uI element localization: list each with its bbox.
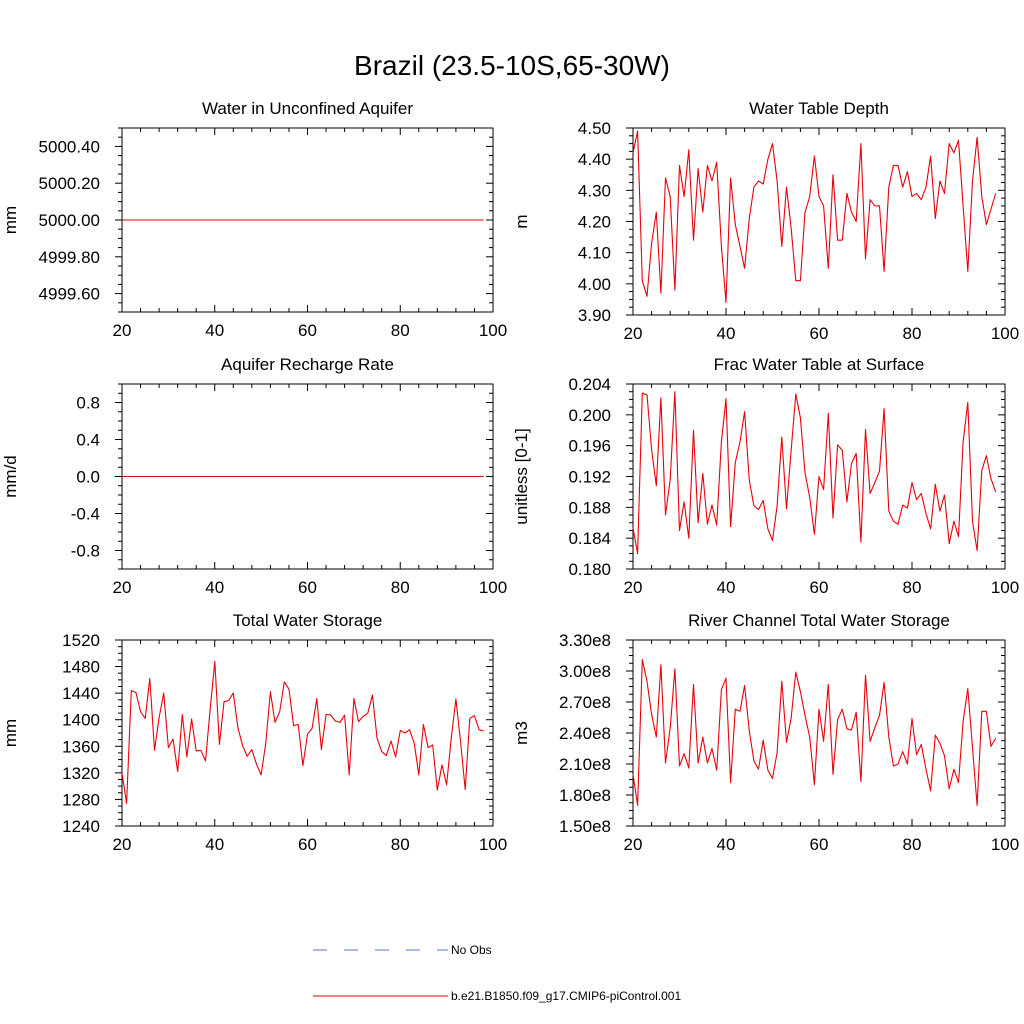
y-tick-label: 0.196 <box>568 437 611 456</box>
series-line-1 <box>632 659 997 806</box>
x-tick-label: 20 <box>624 835 643 854</box>
y-tick-label: 0.184 <box>568 529 611 548</box>
x-tick-label: 100 <box>479 578 507 597</box>
y-axis-label: mm/d <box>1 455 20 498</box>
panel-title: Water Table Depth <box>749 99 889 118</box>
y-tick-label: 5000.40 <box>39 137 100 156</box>
y-tick-label: 3.30e8 <box>559 631 611 650</box>
y-axis-label: mm <box>1 206 20 234</box>
y-axis-label: unitless [0-1] <box>512 428 531 524</box>
y-tick-label: 2.10e8 <box>559 755 611 774</box>
x-tick-label: 40 <box>717 835 736 854</box>
y-tick-label: 4999.80 <box>39 248 100 267</box>
x-tick-label: 40 <box>205 321 224 340</box>
chart-panel-1: Water in Unconfined Aquifer mm 20 40 60 80 100… <box>1 99 507 340</box>
x-tick-label: 20 <box>113 835 132 854</box>
x-tick-label: 60 <box>810 835 829 854</box>
y-axis-label: m3 <box>512 721 531 745</box>
y-tick-label: 1320 <box>62 764 100 783</box>
x-tick-label: 60 <box>298 578 317 597</box>
x-tick-label: 60 <box>298 321 317 340</box>
y-tick-label: 4.30 <box>578 181 611 200</box>
y-tick-label: 0.8 <box>76 394 100 413</box>
x-tick-label: 100 <box>991 835 1019 854</box>
legend-label: No Obs <box>451 943 492 957</box>
series-line-1 <box>632 391 997 555</box>
x-tick-label: 80 <box>391 321 410 340</box>
panel-title: Water in Unconfined Aquifer <box>202 99 413 118</box>
y-tick-label: 4.40 <box>578 150 611 169</box>
x-tick-label: 80 <box>391 835 410 854</box>
chart-panel-3: Aquifer Recharge Rate mm/d 20 40 60 80 100 -0.8… <box>1 355 507 597</box>
x-tick-label: 100 <box>479 321 507 340</box>
legend-label: b.e21.B1850.f09_g17.CMIP6-piControl.001 <box>451 989 681 1003</box>
y-tick-label: 0.192 <box>568 468 611 487</box>
panel-title: Total Water Storage <box>233 611 383 630</box>
series-line-1 <box>632 130 997 304</box>
panel-title: Frac Water Table at Surface <box>714 355 925 374</box>
x-tick-label: 60 <box>810 578 829 597</box>
x-tick-label: 60 <box>298 835 317 854</box>
y-tick-label: 1400 <box>62 711 100 730</box>
y-tick-label: 5000.20 <box>39 174 100 193</box>
y-tick-label: 1280 <box>62 790 100 809</box>
y-tick-label: 1480 <box>62 658 100 677</box>
y-tick-label: 4.50 <box>578 119 611 138</box>
chart-panel-6: River Channel Total Water Storage m3 20 40 6… <box>512 611 1019 854</box>
y-tick-label: -0.4 <box>71 505 100 524</box>
series-line-1 <box>121 660 484 804</box>
y-tick-label: 4.10 <box>578 244 611 263</box>
x-tick-label: 40 <box>717 578 736 597</box>
x-tick-label: 100 <box>991 324 1019 343</box>
y-tick-label: 1.50e8 <box>559 817 611 836</box>
y-tick-label: 3.90 <box>578 306 611 325</box>
y-tick-label: 2.40e8 <box>559 724 611 743</box>
x-tick-label: 40 <box>717 324 736 343</box>
y-tick-label: 3.00e8 <box>559 662 611 681</box>
x-tick-label: 40 <box>205 578 224 597</box>
plot-frame <box>632 639 1006 827</box>
chart-panel-2: Water Table Depth m 20 40 60 80 100 3.90 4.00 4.1… <box>512 99 1019 343</box>
legend-entry-2: b.e21.B1850.f09_g17.CMIP6-piControl.001 <box>313 989 681 1003</box>
y-tick-label: 0.180 <box>568 560 611 579</box>
x-tick-label: 80 <box>391 578 410 597</box>
y-tick-label: 0.4 <box>76 431 100 450</box>
legend-entry-1: No Obs <box>313 943 492 957</box>
x-tick-label: 80 <box>903 324 922 343</box>
x-tick-label: 20 <box>113 321 132 340</box>
y-tick-label: 0.200 <box>568 406 611 425</box>
y-tick-label: 2.70e8 <box>559 693 611 712</box>
y-tick-label: 1240 <box>62 817 100 836</box>
y-axis-label: m <box>512 214 531 228</box>
x-tick-label: 40 <box>205 835 224 854</box>
y-tick-label: 1.80e8 <box>559 786 611 805</box>
y-tick-label: 0.0 <box>76 468 100 487</box>
y-tick-label: 4.20 <box>578 213 611 232</box>
x-tick-label: 20 <box>113 578 132 597</box>
y-axis-label: mm <box>1 719 20 747</box>
y-tick-label: 4.00 <box>578 275 611 294</box>
x-tick-label: 60 <box>810 324 829 343</box>
x-tick-label: 80 <box>903 578 922 597</box>
y-tick-label: 1520 <box>62 631 100 650</box>
y-tick-label: 0.204 <box>568 375 611 394</box>
y-tick-label: 0.188 <box>568 498 611 517</box>
figure-title: Brazil (23.5-10S,65-30W) <box>354 50 670 81</box>
x-tick-label: 20 <box>624 324 643 343</box>
y-tick-label: 5000.00 <box>39 211 100 230</box>
y-tick-label: 1360 <box>62 737 100 756</box>
x-tick-label: 80 <box>903 835 922 854</box>
x-tick-label: 20 <box>624 578 643 597</box>
y-tick-label: 1440 <box>62 684 100 703</box>
x-tick-label: 100 <box>991 578 1019 597</box>
y-tick-label: -0.8 <box>71 542 100 561</box>
plot-frame <box>121 639 494 827</box>
chart-panel-4: Frac Water Table at Surface unitless [0-1… <box>512 355 1019 597</box>
y-tick-label: 4999.60 <box>39 285 100 304</box>
panel-title: River Channel Total Water Storage <box>688 611 950 630</box>
chart-panel-5: Total Water Storage mm 20 40 60 80 100 1240 1280… <box>1 611 507 854</box>
panel-title: Aquifer Recharge Rate <box>221 355 394 374</box>
x-tick-label: 100 <box>479 835 507 854</box>
